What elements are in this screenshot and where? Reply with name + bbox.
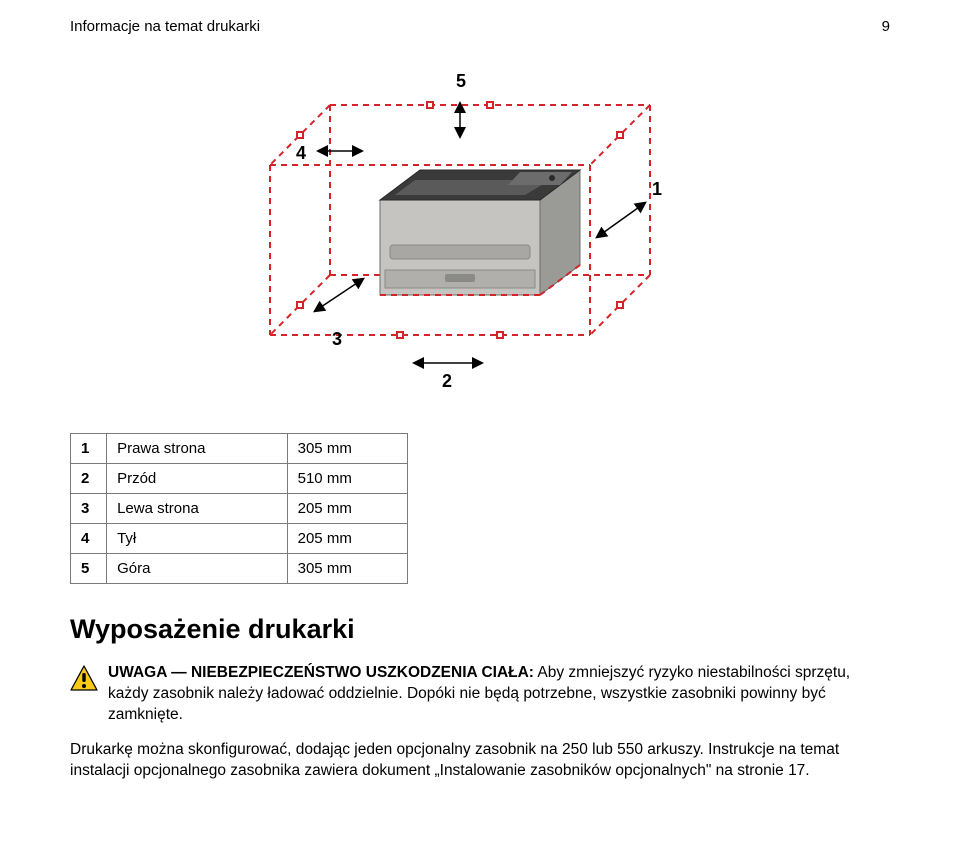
cell-side: Przód (107, 464, 288, 494)
printer-icon (380, 170, 580, 295)
cell-num: 3 (71, 494, 107, 524)
diagram-label-2: 2 (442, 371, 452, 391)
cell-num: 5 (71, 554, 107, 584)
page-header: Informacje na temat drukarki 9 (70, 18, 890, 35)
page-number: 9 (882, 18, 890, 35)
section-heading: Wyposażenie drukarki (70, 614, 890, 645)
cell-num: 1 (71, 434, 107, 464)
caution-text: UWAGA — NIEBEZPIECZEŃSTWO USZKODZENIA CI… (108, 663, 890, 726)
body-paragraph: Drukarkę można skonfigurować, dodając je… (70, 740, 890, 782)
cell-dist: 510 mm (287, 464, 407, 494)
cell-num: 2 (71, 464, 107, 494)
clearance-diagram: 5 4 1 3 2 (70, 65, 890, 405)
cell-dist: 305 mm (287, 434, 407, 464)
cell-dist: 305 mm (287, 554, 407, 584)
table-row: 5 Góra 305 mm (71, 554, 408, 584)
caution-block: UWAGA — NIEBEZPIECZEŃSTWO USZKODZENIA CI… (70, 663, 890, 726)
header-title: Informacje na temat drukarki (70, 18, 260, 35)
table-row: 2 Przód 510 mm (71, 464, 408, 494)
cell-dist: 205 mm (287, 494, 407, 524)
cell-side: Góra (107, 554, 288, 584)
diagram-label-5: 5 (456, 71, 466, 91)
diagram-label-1: 1 (652, 179, 662, 199)
table-row: 3 Lewa strona 205 mm (71, 494, 408, 524)
cell-side: Prawa strona (107, 434, 288, 464)
diagram-label-4: 4 (296, 143, 306, 163)
cell-dist: 205 mm (287, 524, 407, 554)
caution-lead: UWAGA — NIEBEZPIECZEŃSTWO USZKODZENIA CI… (108, 664, 534, 681)
table-row: 1 Prawa strona 305 mm (71, 434, 408, 464)
warning-icon (70, 665, 98, 691)
clearance-table: 1 Prawa strona 305 mm 2 Przód 510 mm 3 L… (70, 433, 408, 584)
cell-num: 4 (71, 524, 107, 554)
clearance-svg: 5 4 1 3 2 (220, 65, 740, 405)
diagram-label-3: 3 (332, 329, 342, 349)
cell-side: Lewa strona (107, 494, 288, 524)
table-row: 4 Tył 205 mm (71, 524, 408, 554)
cell-side: Tył (107, 524, 288, 554)
